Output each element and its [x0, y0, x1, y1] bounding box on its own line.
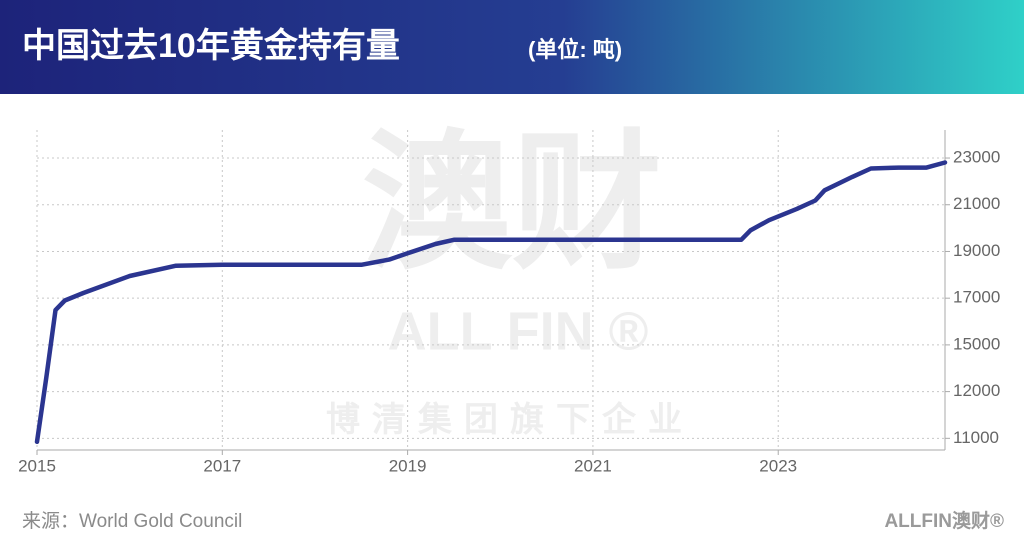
logo: ALLFIN澳财®	[884, 509, 1004, 532]
y-tick-label: 11000	[953, 428, 999, 447]
data-line	[34, 160, 948, 445]
watermark-tagline: 博清集团旗下企业	[326, 400, 694, 439]
header-band	[0, 0, 1024, 94]
x-tick-label: 2017	[203, 456, 241, 475]
watermark-mark: 澳财	[362, 119, 662, 287]
source-note: 来源：World Gold Council	[22, 510, 242, 532]
y-tick-label: 19000	[953, 241, 1000, 260]
y-tick-label: 15000	[953, 334, 1000, 353]
chart-title: 中国过去10年黄金持有量	[22, 26, 400, 65]
y-tick-label: 23000	[953, 148, 1000, 167]
y-tick-label: 17000	[953, 288, 1000, 307]
x-tick-label: 2019	[389, 456, 427, 475]
x-tick-label: 2023	[759, 456, 797, 475]
watermark-brand: ALL FIN ®	[388, 301, 649, 361]
x-tick-label: 2015	[18, 456, 56, 475]
x-tick-label: 2021	[574, 456, 612, 475]
y-tick-label: 21000	[953, 194, 1000, 213]
y-tick-label: 12000	[953, 381, 1000, 400]
chart-subtitle: (单位: 吨)	[528, 37, 622, 62]
